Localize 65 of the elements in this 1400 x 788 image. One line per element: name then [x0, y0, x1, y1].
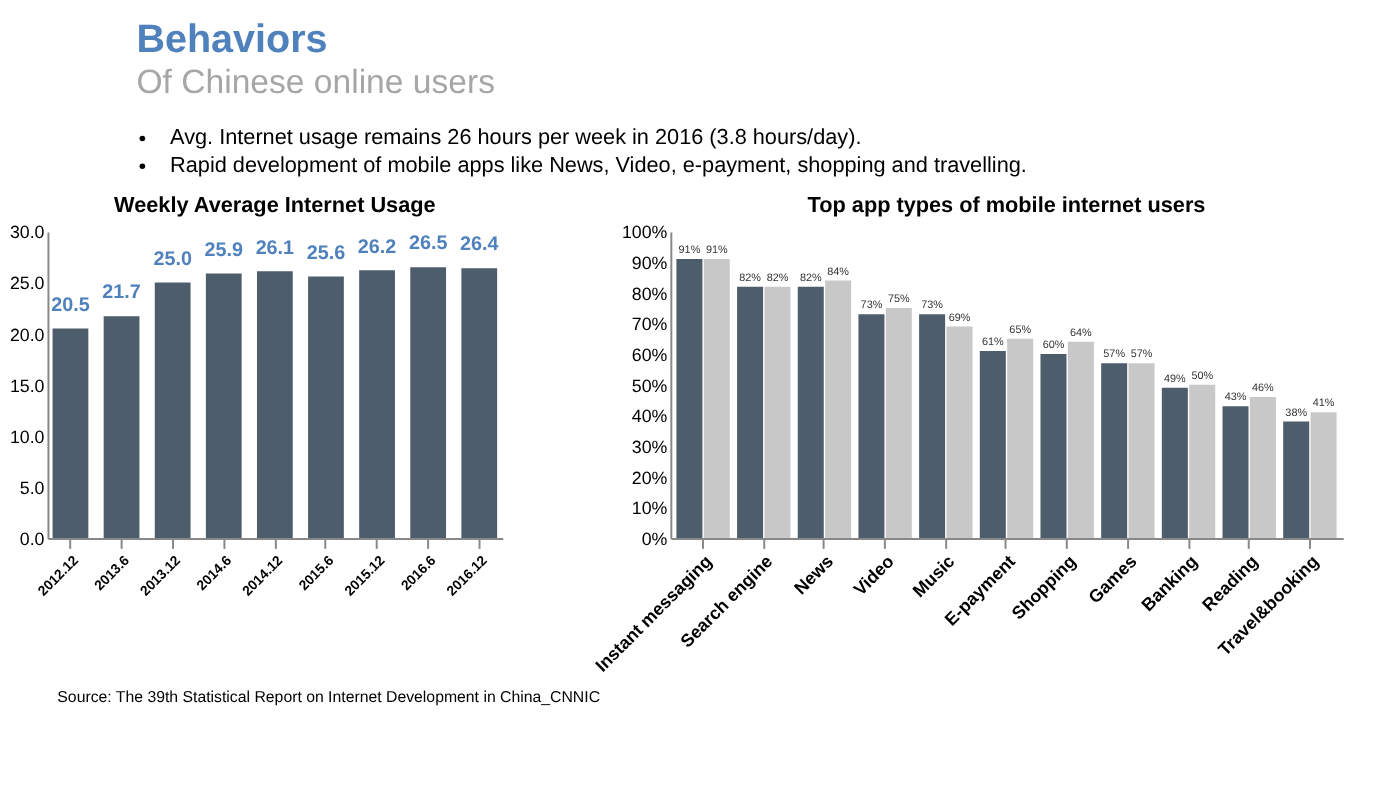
data-label: 26.1	[255, 237, 296, 260]
text: Of Chinese online users	[136, 63, 495, 102]
data-label: 25.9	[204, 239, 244, 262]
y-tick-label: 30%	[631, 436, 668, 457]
chart-title: Top app types of mobile internet users	[807, 193, 1206, 218]
bar	[1310, 412, 1337, 538]
bar	[1161, 387, 1188, 538]
source-note: Source: The 39th Statistical Report on Internet Development in China_CNNIC	[57, 688, 601, 707]
y-tick-label: 10.0	[9, 426, 45, 447]
bar	[154, 282, 191, 538]
y-tick-label: 50%	[631, 375, 668, 396]
y-tick-label: 20%	[631, 467, 668, 488]
bar	[1222, 406, 1249, 538]
bar	[797, 286, 824, 538]
bar	[885, 308, 912, 538]
data-label: 26.4	[460, 234, 500, 257]
bar	[946, 326, 973, 538]
bar	[676, 259, 703, 538]
bar	[205, 273, 242, 538]
text: Avg. Internet usage remains 26 hours per week in 2016 (3.8 hours/day).	[170, 126, 862, 151]
text: Behaviors	[136, 17, 328, 62]
y-tick-label: 20.0	[9, 324, 45, 345]
chart-title: Weekly Average Internet Usage	[114, 193, 436, 218]
data-label: 26.5	[408, 233, 449, 256]
y-tick-label: 60%	[631, 345, 668, 366]
bar	[703, 259, 730, 538]
bar	[256, 271, 293, 538]
bar	[858, 314, 885, 538]
data-label: 26.2	[357, 236, 398, 259]
bar	[1101, 363, 1128, 538]
y-tick-label: 70%	[631, 314, 668, 335]
bar	[410, 267, 447, 538]
bar	[461, 268, 498, 538]
data-label: 25.6	[306, 242, 347, 265]
bar	[308, 276, 344, 538]
bar	[919, 314, 946, 538]
bar	[103, 316, 140, 538]
bar	[1249, 397, 1276, 538]
bar	[52, 328, 89, 538]
bar	[1128, 363, 1155, 538]
bar	[1067, 341, 1094, 538]
data-label: 20.5	[51, 294, 91, 317]
bar	[825, 280, 852, 538]
y-tick-label: 40%	[631, 406, 668, 427]
y-tick-label: 5.0	[19, 477, 45, 498]
y-tick-label: 80%	[631, 283, 668, 304]
bar	[1007, 338, 1034, 538]
bar	[1189, 384, 1216, 538]
data-label: 25.0	[153, 248, 193, 271]
text: Rapid development of mobile apps like News, Video, e-payment, shopping and travelling.	[170, 154, 1027, 179]
bar	[764, 286, 791, 538]
bar	[979, 351, 1006, 538]
y-tick-label: 15.0	[9, 375, 45, 396]
y-tick-label: 0%	[641, 528, 668, 549]
y-tick-label: 30.0	[9, 222, 45, 243]
y-tick-label: 25.0	[9, 273, 45, 294]
y-tick-label: 90%	[631, 253, 668, 274]
data-label: 21.7	[102, 282, 142, 305]
bar	[1040, 354, 1067, 538]
bar	[737, 286, 764, 538]
y-tick-label: 100%	[621, 222, 668, 243]
y-tick-label: 10%	[631, 498, 668, 519]
bar	[359, 270, 395, 538]
y-tick-label: 0.0	[19, 528, 45, 549]
bar	[1283, 421, 1310, 538]
